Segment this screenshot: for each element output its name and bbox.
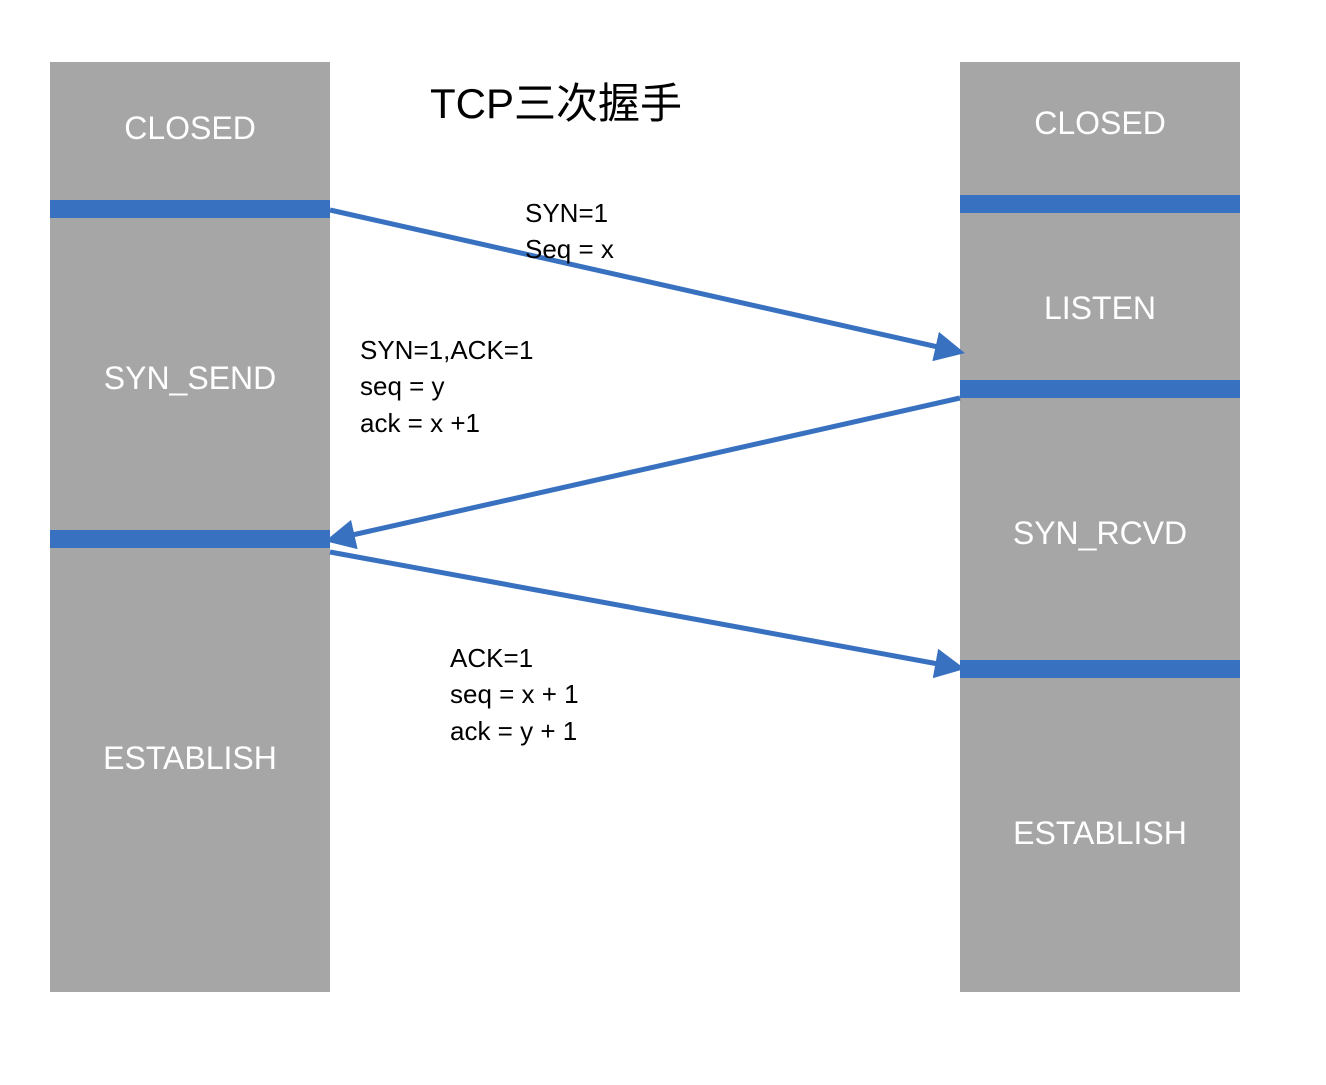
message-label-1: SYN=1,ACK=1 seq = y ack = x +1 [360,332,533,441]
server-divider-2 [960,660,1240,678]
server-state-1: LISTEN [960,290,1240,327]
server-state-2: SYN_RCVD [960,515,1240,552]
handshake-arrow-0 [330,210,960,352]
client-state-0: CLOSED [50,110,330,147]
client-divider-1 [50,530,330,548]
server-state-3: ESTABLISH [960,815,1240,852]
server-divider-0 [960,195,1240,213]
message-label-2: ACK=1 seq = x + 1 ack = y + 1 [450,640,579,749]
client-state-1: SYN_SEND [50,360,330,397]
server-state-0: CLOSED [960,105,1240,142]
diagram-title: TCP三次握手 [430,70,682,131]
client-state-2: ESTABLISH [50,740,330,777]
message-label-0: SYN=1 Seq = x [525,195,614,268]
handshake-arrow-2 [330,552,960,668]
server-divider-1 [960,380,1240,398]
client-divider-0 [50,200,330,218]
